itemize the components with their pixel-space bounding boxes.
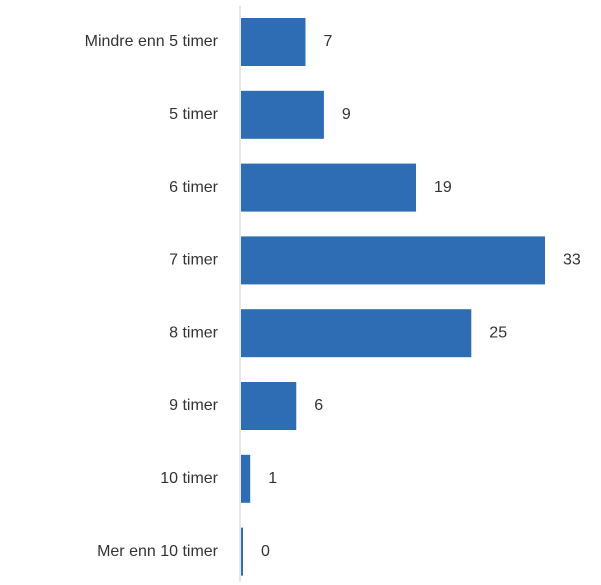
bar	[241, 382, 297, 430]
bar	[241, 90, 324, 139]
bar	[241, 18, 306, 66]
value-label: 33	[563, 252, 581, 269]
category-label: Mindre enn 5 timer	[85, 33, 219, 50]
category-label: 7 timer	[169, 252, 219, 269]
value-label: 1	[268, 470, 277, 487]
bar	[241, 163, 417, 212]
value-label: 7	[323, 33, 332, 50]
value-label: 25	[489, 324, 507, 341]
value-label: 19	[434, 179, 452, 196]
category-label: 10 timer	[160, 470, 218, 487]
bar	[241, 236, 545, 285]
value-label: 6	[314, 397, 323, 414]
bar	[241, 309, 472, 358]
bar	[241, 454, 251, 503]
category-label: 8 timer	[169, 324, 219, 341]
bar	[241, 527, 243, 576]
category-label: Mer enn 10 timer	[97, 543, 219, 560]
category-label: 5 timer	[169, 106, 219, 123]
value-label: 0	[261, 543, 270, 560]
category-label: 9 timer	[169, 397, 219, 414]
category-label: 6 timer	[169, 179, 219, 196]
value-label: 9	[342, 106, 351, 123]
